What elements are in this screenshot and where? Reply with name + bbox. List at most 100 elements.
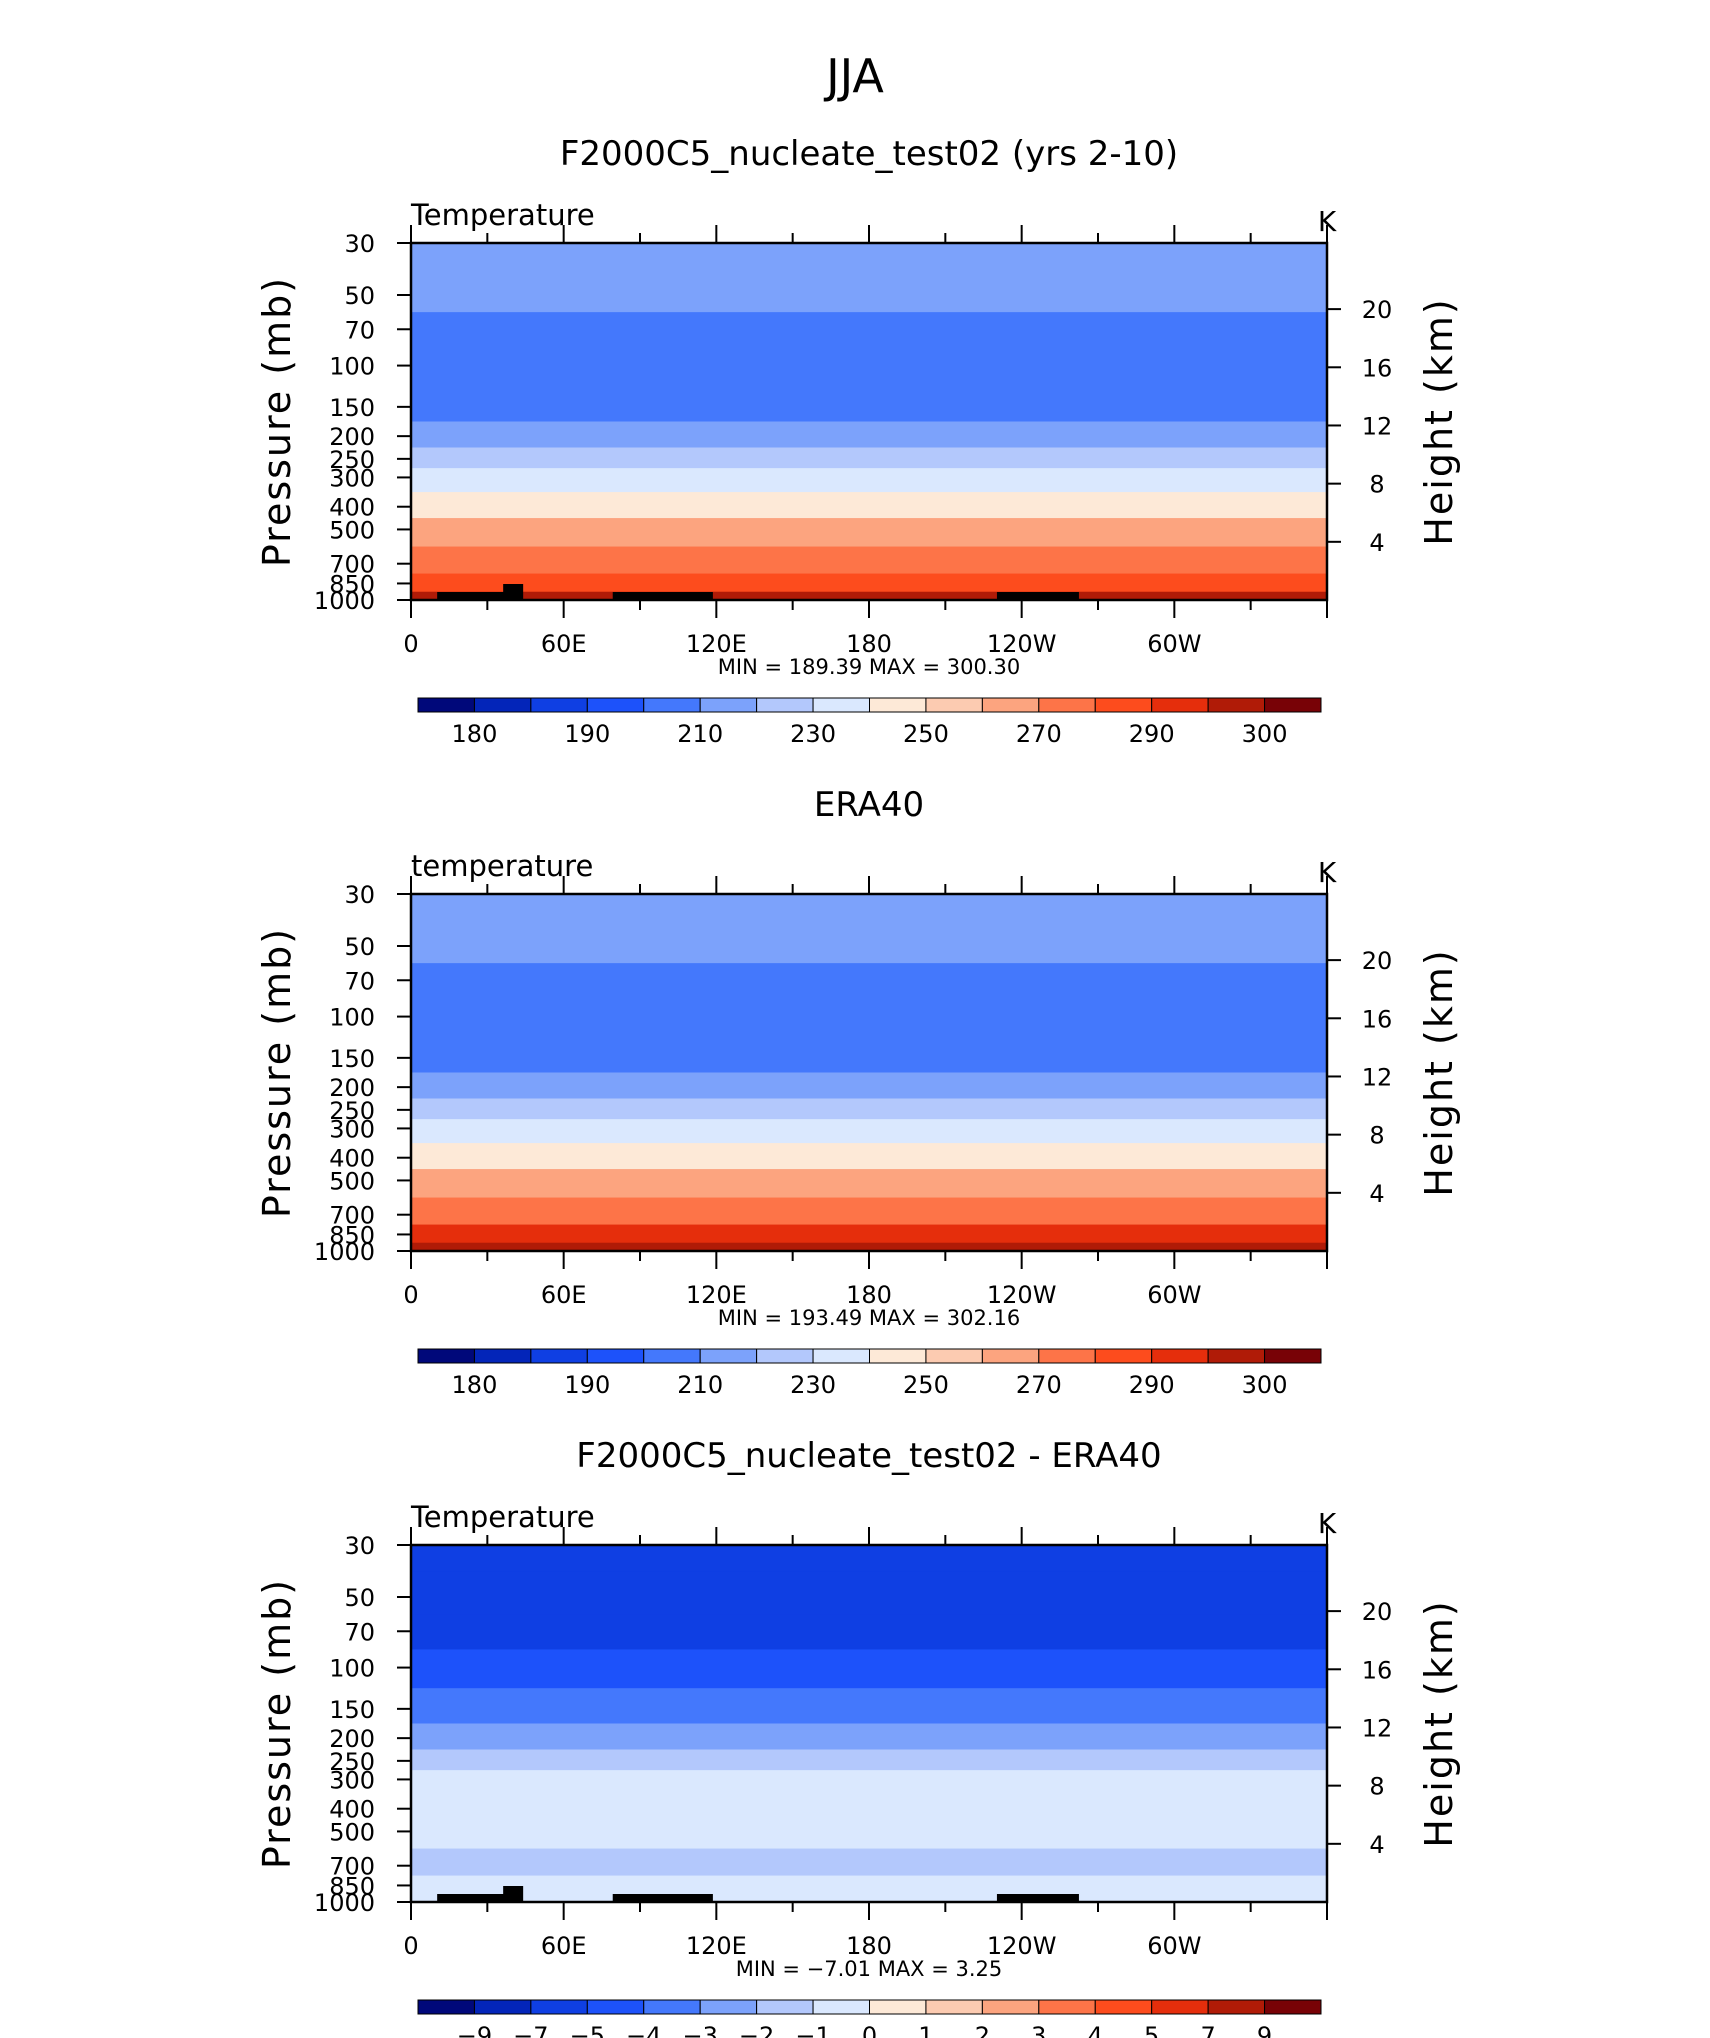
y-tick-label: 700 <box>329 551 375 579</box>
colorbar-swatch <box>756 697 814 713</box>
colorbar-swatch <box>417 697 475 713</box>
x-tick-label: 60E <box>541 630 587 658</box>
x-tick-label: 0 <box>403 1281 418 1309</box>
contour-band <box>411 421 1327 449</box>
colorbar-swatch <box>530 697 588 713</box>
contour-band <box>411 1820 1327 1850</box>
x-tick-label: 0 <box>403 1932 418 1960</box>
contour-band <box>411 1723 1327 1751</box>
panel-title: F2000C5_nucleate_test02 - ERA40 <box>576 1436 1161 1476</box>
panel-3: F2000C5_nucleate_test02 - ERA40 Temperatu… <box>255 1436 1461 2038</box>
colorbar-label: 4 <box>1088 2022 1103 2038</box>
colorbar-swatch <box>530 1348 588 1364</box>
y-right-tick-label: 16 <box>1362 1656 1393 1684</box>
colorbar-swatch <box>586 697 645 713</box>
x-tick-label: 120W <box>987 630 1057 658</box>
contour-band <box>411 1649 1327 1689</box>
y-right-tick-label: 12 <box>1362 1063 1393 1091</box>
topography-block <box>996 592 1079 600</box>
contour-band <box>411 312 1327 348</box>
contour-band <box>411 243 1327 270</box>
y-tick-label: 700 <box>329 1853 375 1881</box>
colorbar-swatch <box>1151 697 1209 713</box>
colorbar-label: −9 <box>457 2022 492 2038</box>
contour-band <box>411 1072 1327 1100</box>
y-tick-label: 200 <box>329 423 375 451</box>
y-tick-label: 850 <box>329 1872 375 1900</box>
colorbar-swatch <box>812 1999 870 2015</box>
x-tick-label: 180 <box>846 1281 892 1309</box>
variable-label: temperature <box>411 849 593 883</box>
y-right-tick-label: 20 <box>1362 947 1393 975</box>
colorbar-swatch <box>1094 1999 1153 2015</box>
contour-band <box>411 1875 1327 1895</box>
y-tick-label: 150 <box>329 1045 375 1073</box>
colorbar-swatch <box>1151 1348 1209 1364</box>
y-right-tick-label: 20 <box>1362 296 1393 324</box>
y-tick-label: 70 <box>344 967 375 995</box>
colorbar-swatch <box>699 1348 758 1364</box>
x-tick-label: 60W <box>1147 1281 1201 1309</box>
colorbar-swatch <box>473 697 532 713</box>
topography-block <box>642 592 713 600</box>
y-right-tick-label: 4 <box>1369 1831 1384 1859</box>
colorbar-label: 2 <box>975 2022 990 2038</box>
y-tick-label: 400 <box>329 1145 375 1173</box>
contour-band <box>411 518 1327 548</box>
units-label: K <box>1318 205 1337 238</box>
y-tick-label: 1000 <box>314 587 375 615</box>
y-axis-title: Pressure (mb) <box>255 927 299 1218</box>
x-tick-label: 120E <box>686 630 747 658</box>
contour-band <box>411 447 1327 469</box>
y-tick-label: 150 <box>329 1696 375 1724</box>
x-tick-label: 60E <box>541 1932 587 1960</box>
contour-band <box>411 386 1327 422</box>
colorbar-label: 1 <box>918 2022 933 2038</box>
y-tick-label: 500 <box>329 1167 375 1195</box>
contour-band <box>411 1848 1327 1877</box>
colorbar-swatch <box>530 1999 588 2015</box>
x-tick-label: 120W <box>987 1932 1057 1960</box>
y-tick-label: 50 <box>344 282 375 310</box>
colorbar-swatch <box>1038 1348 1096 1364</box>
y-tick-label: 250 <box>329 446 375 474</box>
y-right-tick-label: 16 <box>1362 1005 1393 1033</box>
topography-block <box>642 1894 713 1902</box>
colorbar-label: −4 <box>626 2022 661 2038</box>
colorbar-label: 300 <box>1242 720 1288 748</box>
y-right-tick-label: 8 <box>1369 1773 1384 1801</box>
y-right-axis-title: Height (km) <box>1417 1599 1461 1847</box>
colorbar-swatch <box>643 1999 701 2015</box>
contour-band <box>411 1197 1327 1226</box>
colorbar-swatch <box>473 1348 532 1364</box>
colorbar-swatch <box>1094 697 1153 713</box>
colorbar-label: 300 <box>1242 1371 1288 1399</box>
contour-band <box>411 492 1327 519</box>
panel-title: F2000C5_nucleate_test02 (yrs 2-10) <box>560 134 1178 174</box>
variable-label: Temperature <box>410 198 595 232</box>
colorbar-swatch <box>643 697 701 713</box>
x-tick-label: 120E <box>686 1932 747 1960</box>
colorbar-label: 5 <box>1144 2022 1159 2038</box>
contour-band <box>411 1037 1327 1073</box>
y-right-tick-label: 12 <box>1362 412 1393 440</box>
y-right-tick-label: 8 <box>1369 471 1384 499</box>
y-tick-label: 70 <box>344 1618 375 1646</box>
colorbar-swatch <box>1038 1999 1096 2015</box>
colorbar-swatch <box>925 1348 983 1364</box>
min-max-label: MIN = 193.49 MAX = 302.16 <box>718 1306 1020 1330</box>
colorbar-label: 270 <box>1016 720 1062 748</box>
y-tick-label: 300 <box>329 1766 375 1794</box>
colorbar-swatch <box>869 1999 927 2015</box>
contour-band <box>411 1614 1327 1650</box>
contour-band <box>411 1571 1327 1615</box>
y-tick-label: 30 <box>344 1532 375 1560</box>
y-right-axis-title: Height (km) <box>1417 948 1461 1196</box>
y-tick-label: 1000 <box>314 1889 375 1917</box>
contour-band <box>411 1770 1327 1795</box>
y-tick-label: 100 <box>329 1655 375 1683</box>
topography-block <box>437 1894 520 1902</box>
y-right-tick-label: 4 <box>1369 1180 1384 1208</box>
y-right-tick-label: 4 <box>1369 529 1384 557</box>
panels: F2000C5_nucleate_test02 (yrs 2-10) Temper… <box>255 134 1461 2038</box>
